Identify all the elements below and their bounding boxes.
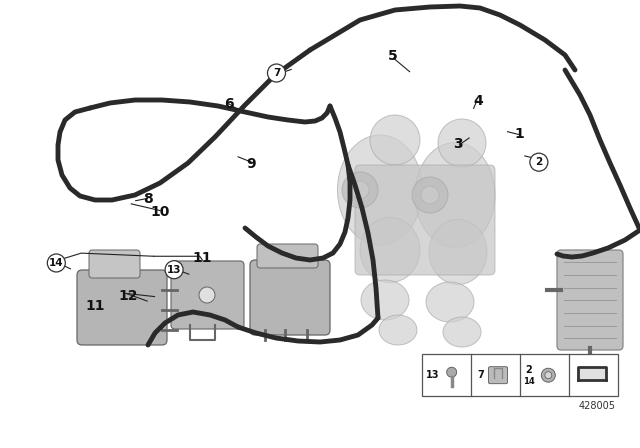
Ellipse shape [429,220,487,284]
Ellipse shape [541,368,556,382]
Circle shape [342,172,378,208]
Bar [422,354,618,396]
Circle shape [421,186,439,204]
Text: 8: 8 [143,192,154,206]
Circle shape [351,181,369,199]
Circle shape [199,287,215,303]
Text: 14: 14 [49,258,63,268]
FancyBboxPatch shape [77,270,167,345]
Circle shape [47,254,65,272]
FancyBboxPatch shape [89,250,140,278]
Text: 13: 13 [426,370,440,380]
Ellipse shape [447,367,457,377]
FancyBboxPatch shape [171,261,244,329]
Circle shape [165,261,183,279]
Ellipse shape [426,282,474,322]
Text: 11: 11 [85,298,104,313]
FancyBboxPatch shape [355,165,495,275]
Ellipse shape [337,135,422,245]
Text: 7: 7 [273,68,280,78]
FancyBboxPatch shape [257,244,318,268]
Text: 12: 12 [118,289,138,303]
Ellipse shape [361,280,409,320]
Circle shape [412,177,448,213]
Bar [578,367,606,380]
Text: 10: 10 [150,205,170,219]
FancyBboxPatch shape [488,367,508,383]
Text: 11: 11 [193,250,212,265]
Ellipse shape [360,217,420,283]
Ellipse shape [370,115,420,165]
Ellipse shape [443,317,481,347]
Text: 6: 6 [223,97,234,112]
Text: 428005: 428005 [579,401,616,411]
Text: 4: 4 [474,94,484,108]
Text: 2: 2 [535,157,543,167]
Ellipse shape [379,315,417,345]
Text: 14: 14 [523,377,534,386]
Ellipse shape [438,119,486,167]
Text: 13: 13 [167,265,181,275]
Circle shape [268,64,285,82]
Text: 5: 5 [387,49,397,63]
Text: 1: 1 [515,127,525,142]
Ellipse shape [415,142,495,247]
Text: 3: 3 [452,137,463,151]
Text: 7: 7 [477,370,484,380]
Text: 2: 2 [525,365,532,375]
FancyBboxPatch shape [557,250,623,350]
Text: 9: 9 [246,156,256,171]
Ellipse shape [545,372,552,379]
Circle shape [530,153,548,171]
FancyBboxPatch shape [250,260,330,335]
